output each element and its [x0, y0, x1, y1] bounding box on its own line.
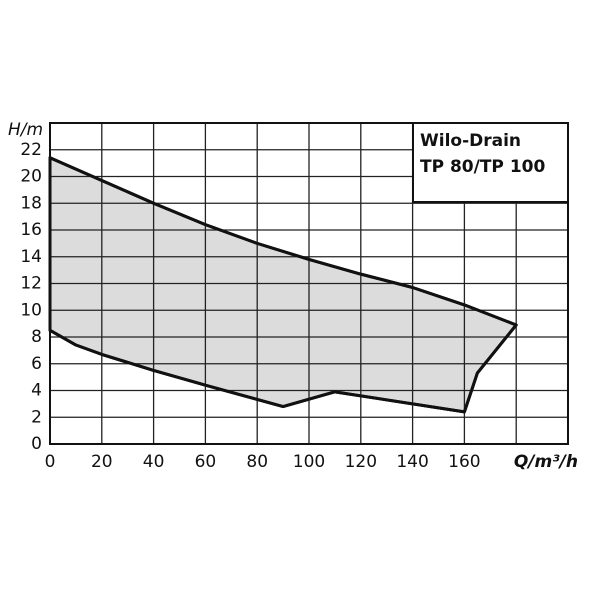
x-tick-label: 140 — [396, 452, 428, 472]
x-tick-label: 20 — [91, 452, 113, 472]
x-axis-label: Q/m³/h — [514, 452, 578, 472]
y-tick-label: 10 — [20, 300, 42, 320]
title-box — [412, 122, 569, 203]
y-tick-label: 16 — [20, 220, 42, 240]
chart-subtitle: TP 80/TP 100 — [420, 157, 545, 177]
x-tick-label: 160 — [448, 452, 480, 472]
y-tick-label: 6 — [31, 354, 42, 374]
y-tick-label: 12 — [20, 274, 42, 294]
y-tick-label: 4 — [31, 381, 42, 401]
y-tick-label: 0 — [31, 434, 42, 454]
y-tick-label: 8 — [31, 327, 42, 347]
plot-frame — [49, 122, 569, 445]
area-outline — [48, 156, 518, 414]
y-tick-label: 18 — [20, 193, 42, 213]
x-tick-label: 100 — [293, 452, 325, 472]
y-tick-label: 14 — [20, 247, 42, 267]
x-tick-label: 60 — [195, 452, 217, 472]
x-tick-label: 80 — [246, 452, 268, 472]
y-axis-label: H/m — [8, 120, 43, 140]
x-tick-label: 120 — [345, 452, 377, 472]
x-tick-label: 0 — [45, 452, 56, 472]
y-tick-label: 2 — [31, 407, 42, 427]
x-tick-label: 40 — [143, 452, 165, 472]
chart-title: Wilo-Drain — [420, 131, 521, 151]
y-tick-label: 20 — [20, 167, 42, 187]
y-tick-label: 22 — [20, 140, 42, 160]
